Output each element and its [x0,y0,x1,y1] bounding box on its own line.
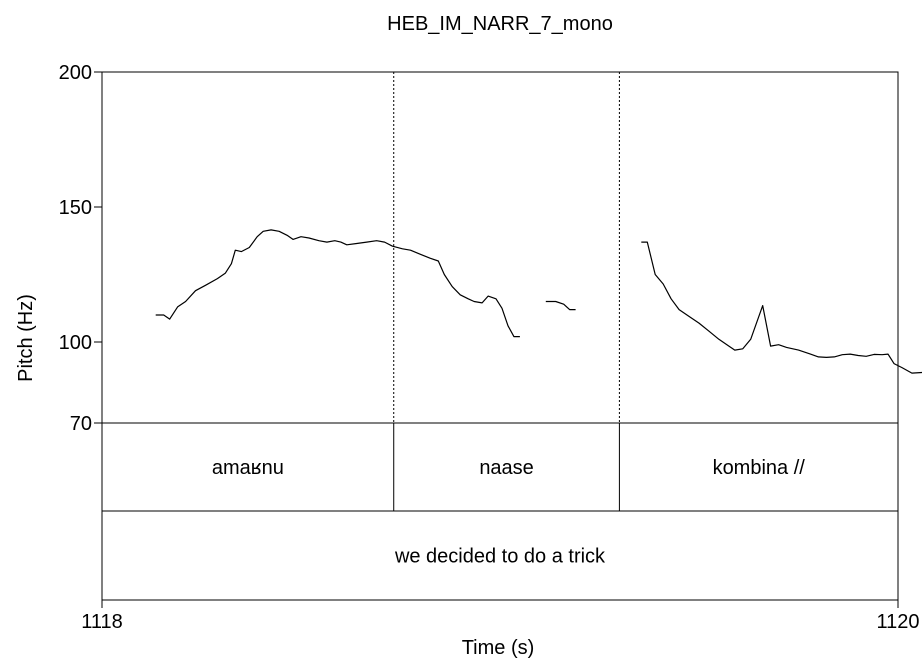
x-axis-ticks: 1118 1120 [81,600,920,633]
x-axis-label: Time (s) [462,637,535,659]
interval-boundaries [393,72,620,511]
y-tick-label: 100 [59,332,92,354]
y-tick-label: 150 [59,197,92,219]
tier-1-interval-label: amaʁnu [212,457,284,479]
y-axis-ticks: 200 150 100 70 [59,62,102,435]
tier-1-interval-label: kombina // [713,457,806,479]
tier-1-interval-label: naase [479,457,534,479]
annotation-tiers: amaʁnu naase kombina // we decided to do a … [212,457,805,568]
plot-frame [101,71,899,601]
pitch-segment-2 [545,300,576,311]
x-tick-label: 1118 [81,611,123,633]
x-tick-label: 1120 [876,611,919,633]
pitch-curves [155,229,922,374]
outer-frame [101,71,899,601]
y-axis-label: Pitch (Hz) [15,294,37,382]
chart-title: HEB_IM_NARR_7_mono [387,13,613,35]
tier-2-interval-label: we decided to do a trick [394,546,606,568]
pitch-segment-3 [641,241,922,374]
pitch-segment-1 [155,229,520,338]
y-tick-label: 200 [59,62,92,84]
y-tick-label: 70 [70,413,92,435]
